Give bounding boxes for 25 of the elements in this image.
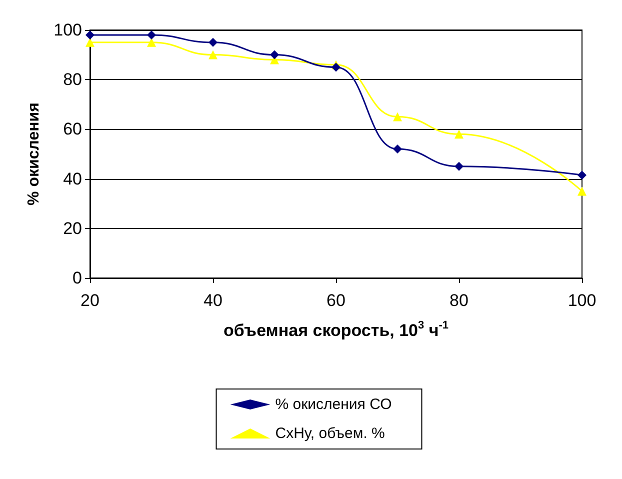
- y-tick-label: 60: [63, 120, 82, 139]
- y-tick-label: 80: [63, 70, 82, 90]
- point: [147, 30, 156, 40]
- y-tick-label: 100: [54, 20, 82, 40]
- legend-label: % окисления СО: [275, 396, 392, 413]
- point: [208, 50, 218, 60]
- y-tick-label: 20: [63, 218, 82, 238]
- legend-label: СхНу, объем. %: [275, 425, 385, 442]
- point: [208, 38, 218, 47]
- point: [270, 50, 279, 60]
- y-tick-label: 0: [72, 268, 82, 288]
- point: [393, 144, 402, 154]
- y-axis-title: % окисления: [26, 102, 42, 206]
- x-tick-label: 80: [450, 291, 468, 310]
- point: [578, 170, 586, 180]
- point: [454, 130, 464, 139]
- x-tick-label: 20: [80, 291, 100, 310]
- x-tick-label: 40: [204, 291, 222, 310]
- point: [578, 186, 586, 196]
- x-tick-label: 60: [326, 291, 346, 310]
- point: [332, 62, 340, 72]
- y-tick-label: 40: [63, 169, 82, 188]
- x-tick-label: 100: [568, 291, 596, 310]
- point: [454, 162, 464, 171]
- point: [393, 112, 402, 122]
